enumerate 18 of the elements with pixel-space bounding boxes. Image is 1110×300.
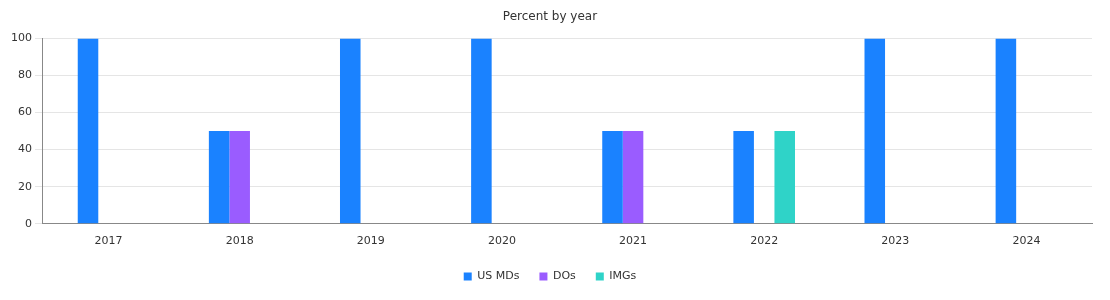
y-tick-label: 40: [18, 142, 32, 156]
x-tick-label: 2023: [881, 234, 910, 248]
chart-title: Percent by year: [502, 9, 598, 24]
x-tick-label: 2024: [1012, 234, 1041, 248]
legend-label: IMGs: [609, 269, 637, 283]
y-tick-label: 0: [25, 216, 32, 230]
y-tick-label: 60: [18, 105, 32, 119]
x-tick-label: 2021: [619, 234, 648, 248]
x-tick-label: 2019: [356, 234, 385, 248]
y-tick-label: 100: [11, 31, 32, 45]
x-tick-label: 2017: [94, 234, 123, 248]
x-tick-label: 2020: [487, 234, 516, 248]
y-tick-label: 80: [18, 68, 32, 82]
y-tick-label: 20: [18, 179, 32, 193]
x-tick-label: 2018: [225, 234, 254, 248]
x-tick-label: 2022: [750, 234, 779, 248]
legend-label: US MDs: [477, 269, 520, 283]
legend-label: DOs: [552, 269, 577, 283]
